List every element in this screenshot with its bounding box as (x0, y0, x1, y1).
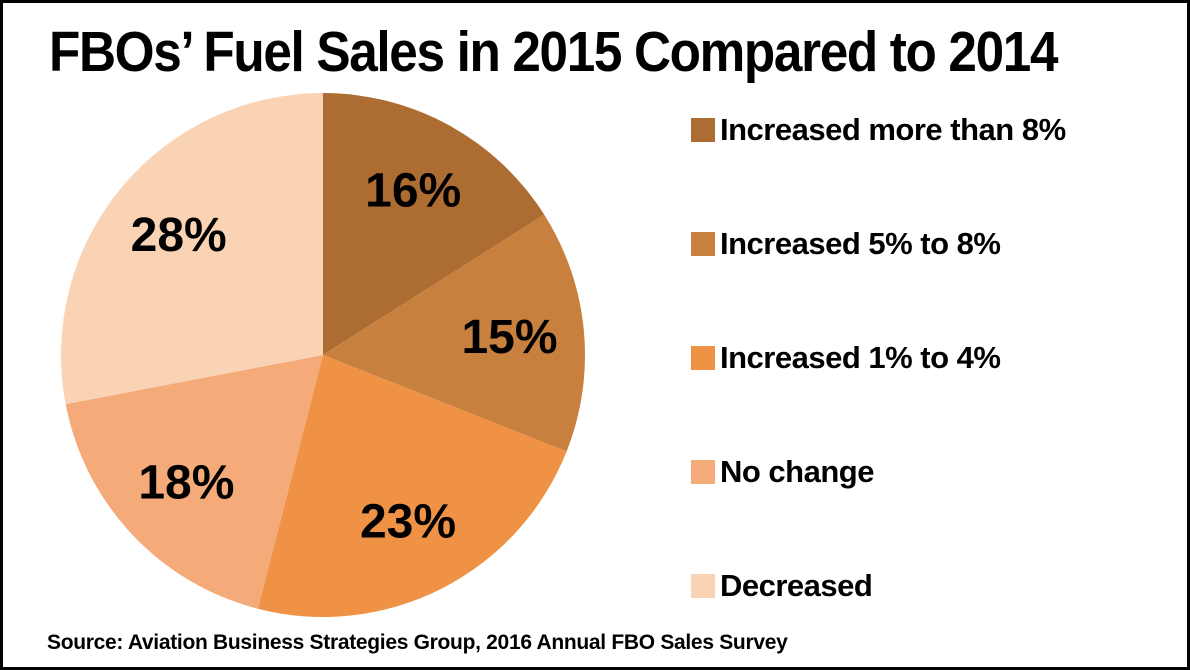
legend-label: Decreased (720, 568, 873, 603)
pie-slice-label: 15% (461, 311, 557, 364)
pie-slice-label: 28% (131, 209, 227, 262)
legend-swatch (691, 118, 715, 142)
pie-slice (323, 93, 545, 355)
pie-chart: 16% 15% 23% 18% 28% (60, 93, 585, 618)
pie-slice (257, 355, 567, 618)
legend-item: Increased more than 8% (691, 113, 1066, 147)
pie-slice-label: 16% (365, 164, 461, 217)
legend-swatch (691, 232, 715, 256)
pie-slice (323, 214, 585, 452)
legend-label: Increased 1% to 4% (720, 340, 1001, 375)
pie-slice-label: 18% (138, 457, 234, 510)
legend-swatch (691, 574, 715, 598)
legend: Increased more than 8% Increased 5% to 8%… (691, 113, 1066, 603)
source-note: Source: Aviation Business Strategies Gro… (47, 631, 788, 654)
legend-swatch (691, 460, 715, 484)
legend-item: Increased 5% to 8% (691, 227, 1066, 261)
legend-item: Decreased (691, 569, 1066, 603)
legend-item: No change (691, 455, 1066, 489)
pie-slice-label: 23% (360, 495, 456, 548)
legend-item: Increased 1% to 4% (691, 341, 1066, 375)
legend-label: Increased more than 8% (720, 112, 1066, 147)
legend-label: No change (720, 454, 874, 489)
legend-swatch (691, 346, 715, 370)
pie-slice (65, 355, 323, 609)
pie-slice (60, 93, 323, 405)
chart-title: FBOs’ Fuel Sales in 2015 Compared to 201… (49, 20, 1058, 84)
legend-label: Increased 5% to 8% (720, 226, 1001, 261)
